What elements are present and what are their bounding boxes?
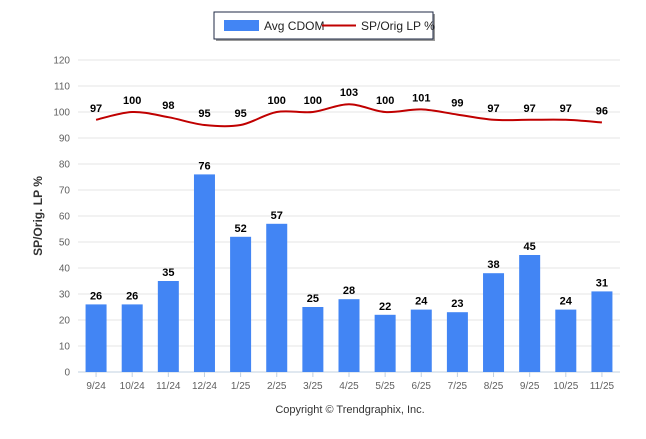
bar (157, 281, 179, 372)
y-tick-label: 70 (59, 186, 71, 197)
y-tick-label: 50 (59, 238, 71, 249)
x-tick-label: 7/25 (448, 381, 468, 392)
bar-value-label: 22 (379, 301, 391, 313)
x-tick-label: 2/25 (267, 381, 287, 392)
y-tick-label: 30 (59, 290, 71, 301)
x-tick-label: 12/24 (192, 381, 217, 392)
legend-label-bars: Avg CDOM (264, 19, 324, 33)
x-tick-label: 11/25 (590, 381, 615, 392)
bar (555, 309, 577, 372)
line-value-label: 100 (268, 95, 286, 107)
bar-value-label: 23 (451, 298, 463, 310)
legend-swatch-bars (224, 20, 259, 31)
bar (302, 307, 324, 372)
line-series (95, 103, 603, 128)
bar (483, 273, 505, 372)
bar-value-label: 26 (126, 290, 138, 302)
y-tick-label: 20 (59, 316, 71, 327)
bar (446, 312, 468, 372)
bar-value-label: 31 (596, 277, 608, 289)
line-value-label: 100 (304, 95, 322, 107)
bar (85, 304, 107, 372)
y-tick-label: 100 (53, 108, 70, 119)
line-value-label: 99 (451, 98, 463, 110)
bar-value-label: 38 (487, 259, 499, 271)
bars (85, 174, 613, 372)
bar-value-label: 24 (560, 296, 573, 308)
bar (121, 304, 143, 372)
sp-orig-lp-line (95, 103, 603, 128)
bar (266, 223, 288, 372)
bar (591, 291, 613, 372)
x-tick-label: 3/25 (303, 381, 323, 392)
x-tick-label: 8/25 (484, 381, 504, 392)
bar (410, 309, 432, 372)
y-tick-label: 40 (59, 264, 71, 275)
line-value-label: 95 (234, 108, 246, 120)
bar-value-label: 57 (271, 210, 283, 222)
line-value-label: 103 (340, 87, 358, 99)
x-tick-label: 9/25 (520, 381, 540, 392)
x-tick-label: 4/25 (339, 381, 359, 392)
line-value-label: 97 (90, 103, 102, 115)
copyright-credit: Copyright © Trendgraphix, Inc. (275, 404, 424, 416)
bar-value-label: 76 (198, 160, 210, 172)
bar-value-label: 45 (524, 241, 536, 253)
y-tick-label: 120 (53, 56, 70, 67)
bar-value-label: 26 (90, 290, 102, 302)
line-value-label: 97 (487, 103, 499, 115)
y-tick-label: 60 (59, 212, 71, 223)
x-tick-label: 1/25 (231, 381, 251, 392)
bar-value-label: 25 (307, 293, 319, 305)
line-value-label: 96 (596, 105, 608, 117)
line-value-label: 101 (412, 92, 430, 104)
data-labels: 26 26 35 76 52 57 25 28 22 24 23 38 45 24 31 97 100 98 95 9… (90, 87, 608, 313)
bar-value-label: 52 (234, 223, 246, 235)
bar-value-label: 35 (162, 267, 174, 279)
y-tick-label: 10 (59, 342, 71, 353)
legend: Avg CDOM SP/Orig LP % (213, 11, 435, 41)
line-value-label: 97 (560, 103, 572, 115)
x-tick-label: 10/24 (120, 381, 145, 392)
bar (374, 314, 396, 372)
y-tick-label: 90 (59, 134, 71, 145)
legend-label-line: SP/Orig LP % (361, 19, 435, 33)
x-tick-label: 6/25 (412, 381, 432, 392)
bar (519, 255, 541, 372)
line-value-label: 100 (376, 95, 394, 107)
y-axis-ticks: 0 10 20 30 40 50 60 70 80 90 100 110 120 (53, 56, 70, 379)
bar-value-label: 28 (343, 285, 355, 297)
bar (193, 174, 215, 372)
line-value-label: 97 (524, 103, 536, 115)
x-axis-ticks: 9/24 10/24 11/24 12/24 1/25 2/25 3/25 4/25 5/25 6… (86, 372, 615, 392)
x-tick-label: 11/24 (156, 381, 181, 392)
line-value-label: 95 (198, 108, 210, 120)
bar (230, 236, 252, 372)
line-value-label: 98 (162, 100, 174, 112)
bar-value-label: 24 (415, 296, 428, 308)
y-tick-label: 0 (64, 368, 70, 379)
x-tick-label: 9/24 (86, 381, 106, 392)
y-tick-label: 80 (59, 160, 71, 171)
x-tick-label: 10/25 (553, 381, 578, 392)
x-tick-label: 5/25 (375, 381, 395, 392)
y-tick-label: 110 (54, 82, 70, 93)
y-axis-title: SP/Orig. LP % (31, 176, 45, 256)
bar (338, 299, 360, 372)
line-value-label: 100 (123, 95, 141, 107)
